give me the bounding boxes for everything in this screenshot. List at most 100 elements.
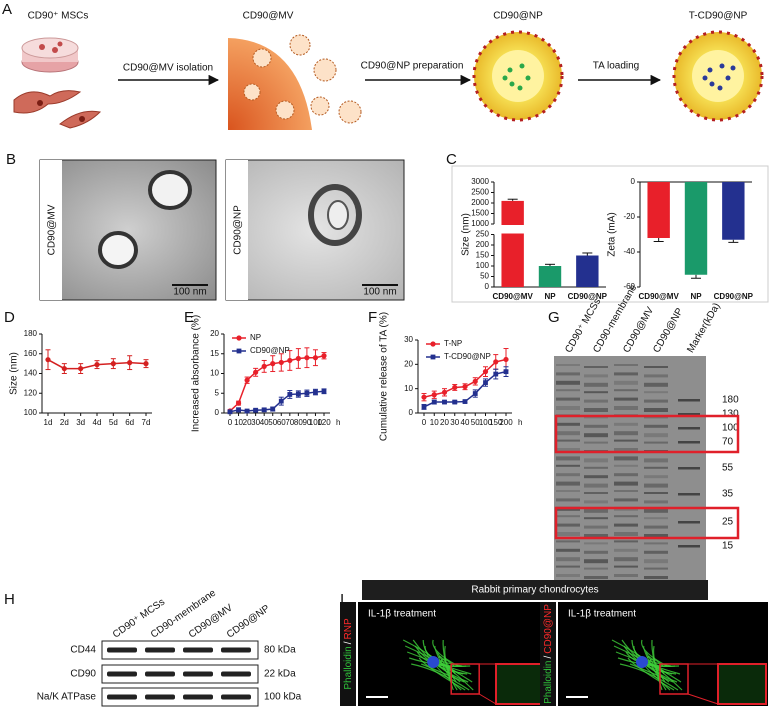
band bbox=[584, 458, 608, 463]
legend-marker bbox=[236, 335, 242, 341]
point bbox=[441, 389, 448, 395]
step-label: CD90@NP preparation bbox=[361, 61, 464, 72]
band bbox=[614, 464, 638, 467]
scale-bar-label: 100 nm bbox=[363, 287, 396, 298]
point bbox=[278, 359, 284, 366]
band bbox=[556, 548, 580, 552]
y-axis-title: Size (nm) bbox=[461, 213, 472, 256]
stain-part: Phalloidin bbox=[543, 661, 554, 704]
band bbox=[614, 364, 638, 366]
size-label: 80 kDa bbox=[264, 645, 296, 656]
legend-label: CD90@NP bbox=[250, 346, 290, 355]
x-tick-label: 40 bbox=[461, 418, 470, 427]
band bbox=[584, 475, 608, 479]
band bbox=[556, 574, 580, 577]
stage-label: CD90⁺ MSCs bbox=[28, 11, 89, 22]
x-tick-label: 90 bbox=[302, 418, 311, 427]
y-axis-title: Increased absorbance (%) bbox=[191, 315, 202, 432]
point bbox=[321, 388, 327, 394]
panel-label: E bbox=[184, 309, 194, 326]
stain-part: RNP bbox=[343, 618, 354, 639]
band bbox=[584, 567, 608, 570]
legend-marker bbox=[236, 348, 242, 354]
inset bbox=[495, 663, 545, 705]
zoom-line bbox=[687, 693, 719, 705]
band bbox=[556, 557, 580, 562]
band bbox=[644, 567, 668, 570]
point bbox=[431, 399, 437, 405]
treatment-label: IL-1β treatment bbox=[368, 609, 436, 620]
band bbox=[644, 475, 668, 479]
point bbox=[493, 371, 499, 377]
blot-frame bbox=[101, 664, 259, 684]
band bbox=[614, 557, 638, 562]
point bbox=[270, 406, 276, 412]
band bbox=[644, 576, 668, 579]
actin-fiber bbox=[629, 663, 674, 683]
point bbox=[503, 369, 509, 375]
x-tick-label: 0 bbox=[422, 418, 427, 427]
point bbox=[452, 384, 458, 391]
blot-band bbox=[107, 694, 137, 700]
lane-label: CD90@NP bbox=[651, 306, 685, 355]
band bbox=[556, 523, 580, 527]
band bbox=[584, 492, 608, 494]
band bbox=[614, 565, 638, 568]
x-tick-label: 5d bbox=[109, 418, 118, 427]
band bbox=[584, 517, 608, 520]
point bbox=[431, 392, 437, 398]
marker-label: 100 bbox=[722, 423, 739, 434]
band bbox=[644, 433, 668, 438]
band bbox=[556, 406, 580, 410]
lane-label: CD90@MV bbox=[621, 305, 656, 355]
side-bar bbox=[540, 602, 556, 706]
band bbox=[556, 490, 580, 492]
bar bbox=[722, 182, 745, 240]
band bbox=[644, 424, 668, 428]
bar bbox=[647, 182, 670, 238]
marker-label: 55 bbox=[722, 463, 734, 474]
band bbox=[556, 439, 580, 442]
x-tick-label: NP bbox=[544, 292, 556, 301]
y-tick-label: 100 bbox=[476, 261, 490, 270]
band bbox=[584, 466, 608, 469]
panel-label: H bbox=[4, 591, 15, 608]
x-tick-label: 3d bbox=[76, 418, 85, 427]
size-label: 22 kDa bbox=[264, 669, 296, 680]
panel-label: G bbox=[548, 309, 560, 326]
header: Rabbit primary chondrocytes bbox=[471, 585, 598, 596]
x-tick-label: 30 bbox=[251, 418, 260, 427]
point bbox=[61, 365, 67, 372]
band bbox=[614, 540, 638, 543]
tem-images: CD90@MV 100 nm CD90@NP 100 nm bbox=[39, 159, 405, 301]
point bbox=[78, 365, 84, 372]
x-tick-label: 100 bbox=[479, 418, 493, 427]
blot-band bbox=[107, 671, 137, 677]
y-tick-label: -20 bbox=[623, 212, 635, 221]
band bbox=[556, 473, 580, 477]
point bbox=[493, 359, 499, 365]
blot-band bbox=[183, 647, 213, 653]
band bbox=[584, 559, 608, 564]
legend-label: NP bbox=[250, 333, 261, 342]
lane-label: Marker(kDa) bbox=[685, 301, 722, 355]
band bbox=[556, 431, 580, 436]
band bbox=[584, 366, 608, 368]
step-label: CD90@MV isolation bbox=[123, 63, 213, 74]
actin-fiber bbox=[643, 645, 667, 691]
band bbox=[614, 523, 638, 527]
marker-band bbox=[678, 521, 700, 524]
inset bbox=[717, 663, 767, 705]
point bbox=[312, 355, 319, 361]
confocal: Rabbit primary chondrocytes Phalloidin / R… bbox=[340, 580, 768, 706]
y-tick-label: 20 bbox=[210, 329, 219, 338]
x-tick-label: NP bbox=[690, 292, 702, 301]
point bbox=[244, 377, 250, 383]
actin-fiber bbox=[436, 651, 457, 683]
band bbox=[644, 366, 668, 368]
y-tick-label: 120 bbox=[24, 388, 38, 397]
legend-label: T-NP bbox=[444, 339, 462, 348]
band bbox=[614, 389, 638, 392]
blot-band bbox=[221, 647, 251, 653]
protein-label: CD44 bbox=[70, 645, 96, 656]
